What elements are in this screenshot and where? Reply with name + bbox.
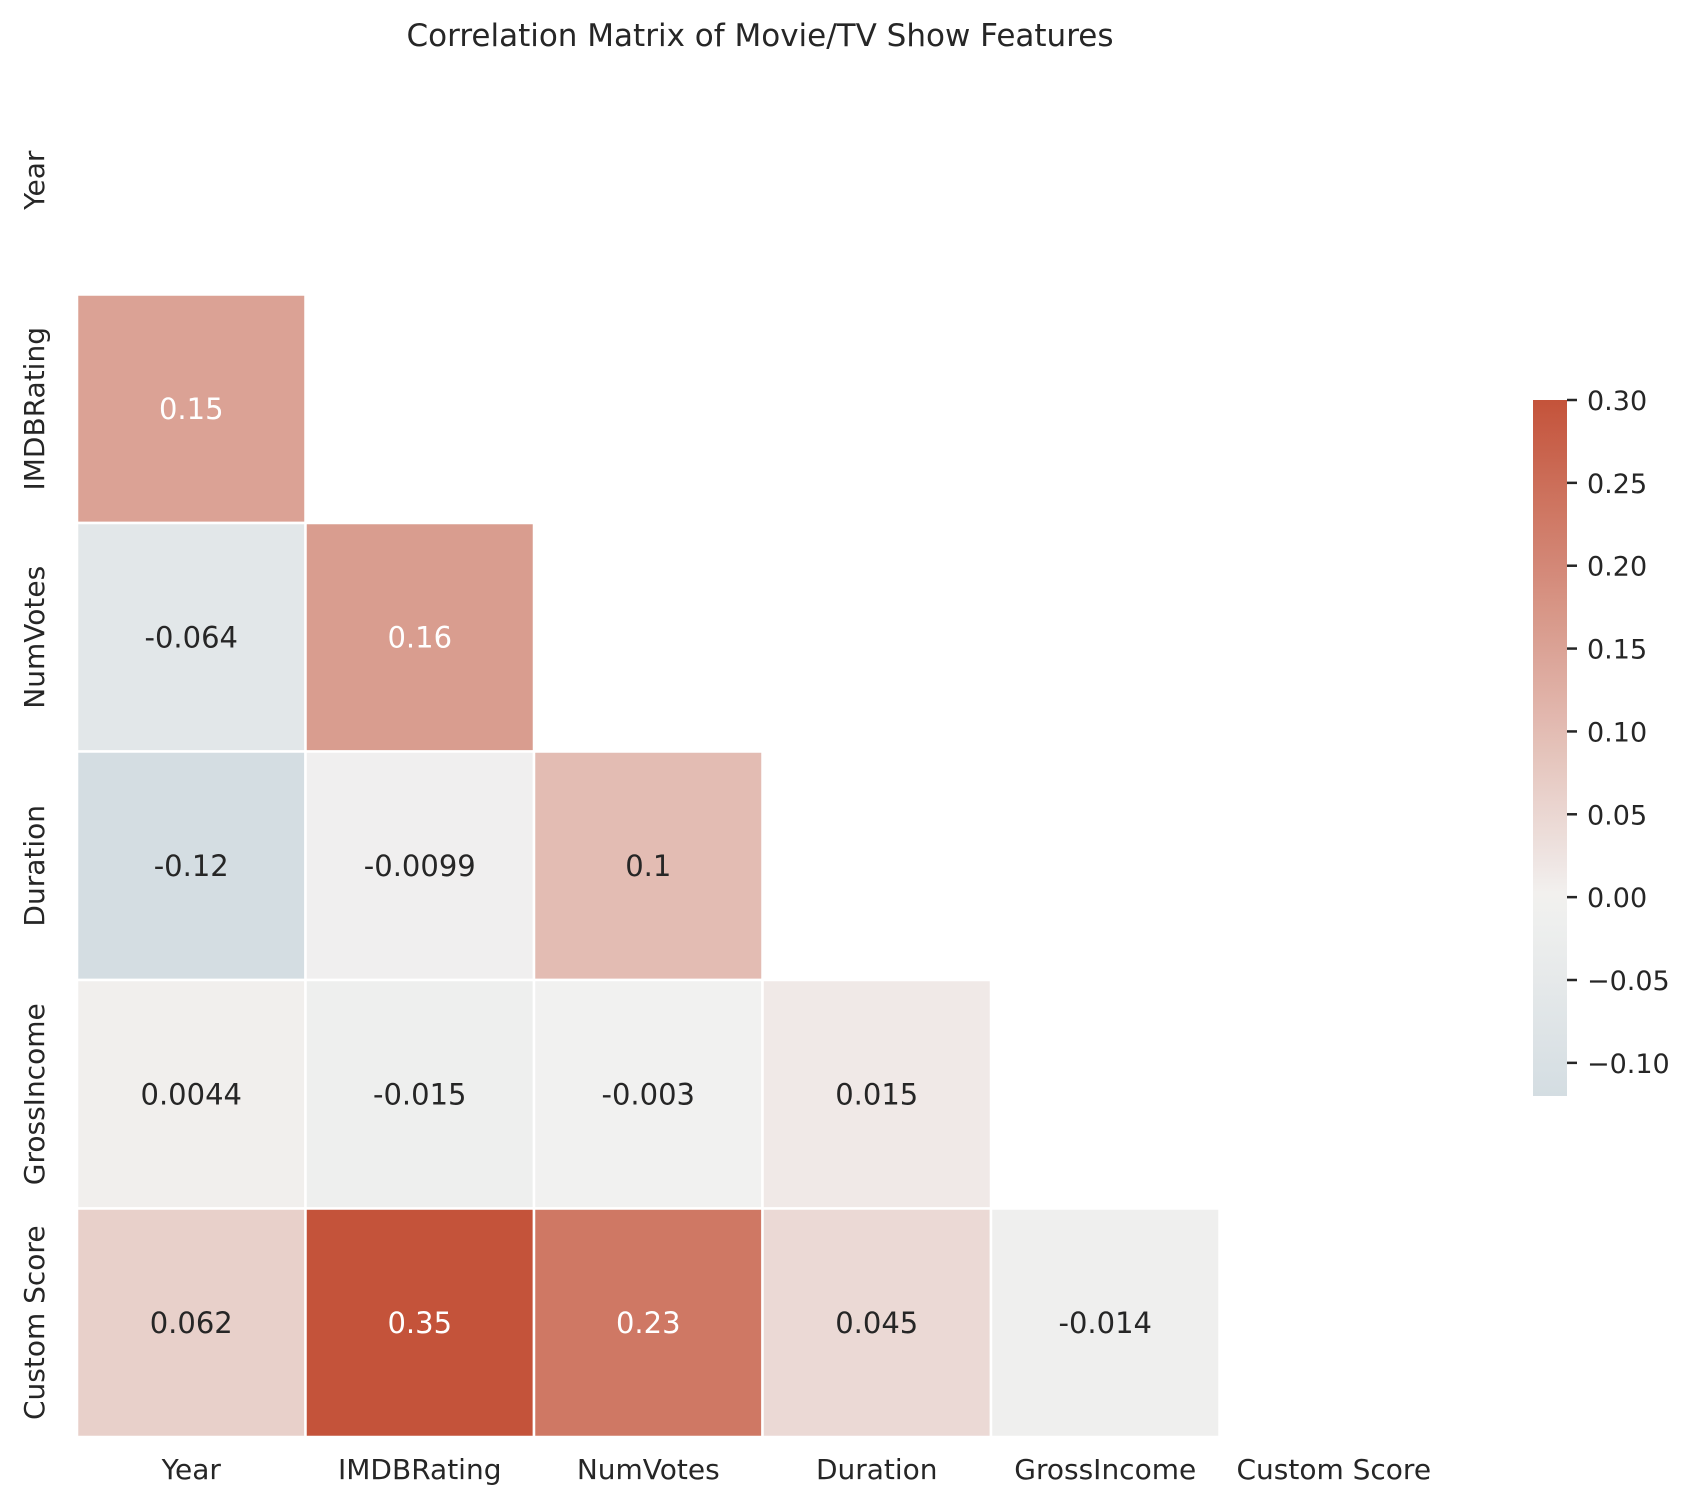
cell-annotation: 0.1 bbox=[625, 849, 671, 883]
x-tick-label: Custom Score bbox=[1236, 1453, 1431, 1486]
heatmap-cell bbox=[989, 1207, 1221, 1439]
y-tick-label: GrossIncome bbox=[18, 1003, 51, 1185]
cell-annotation: -0.014 bbox=[1059, 1306, 1153, 1340]
cell-annotations: 0.15 -0.064 0.16 -0.12 -0.0099 0.1 0.0044 -0.01… bbox=[141, 392, 1152, 1340]
colorbar-tick-label: −0.10 bbox=[1587, 1049, 1670, 1080]
cell-annotation: -0.0099 bbox=[364, 849, 476, 883]
x-tick-label: Duration bbox=[816, 1453, 938, 1486]
cell-annotation: 0.35 bbox=[387, 1306, 452, 1340]
colorbar-tick-label: 0.30 bbox=[1587, 386, 1647, 417]
x-tick-label: IMDBRating bbox=[338, 1453, 501, 1486]
heatmap-cell bbox=[75, 521, 307, 753]
x-tick-label: NumVotes bbox=[577, 1453, 720, 1486]
y-tick-label: NumVotes bbox=[18, 566, 51, 709]
y-tick-label: Custom Score bbox=[18, 1225, 51, 1420]
heatmap-cell bbox=[75, 293, 307, 525]
cell-annotation: 0.015 bbox=[835, 1077, 918, 1111]
y-tick-label: Duration bbox=[18, 805, 51, 927]
y-tick-label: Year bbox=[18, 150, 51, 211]
x-tick-labels: Year IMDBRating NumVotes Duration GrossIncom… bbox=[161, 1453, 1431, 1486]
cell-annotation: 0.16 bbox=[387, 620, 452, 654]
heatmap-cell bbox=[532, 750, 764, 982]
heatmap-cell bbox=[75, 750, 307, 982]
cell-annotation: 0.062 bbox=[150, 1306, 233, 1340]
heatmap-cell bbox=[304, 978, 536, 1210]
chart-title: Correlation Matrix of Movie/TV Show Feat… bbox=[407, 18, 1114, 54]
heatmap-cell bbox=[761, 1207, 993, 1439]
heatmap-cell bbox=[304, 1207, 536, 1439]
cell-annotation: -0.12 bbox=[154, 849, 229, 883]
cell-annotation: 0.23 bbox=[616, 1306, 681, 1340]
heatmap-cell bbox=[761, 978, 993, 1210]
cell-annotation: -0.003 bbox=[602, 1077, 696, 1111]
x-tick-label: Year bbox=[161, 1453, 222, 1486]
colorbar-tick-label: −0.05 bbox=[1587, 966, 1670, 997]
colorbar-tick-label: 0.20 bbox=[1587, 552, 1647, 583]
colorbar-tick-label: 0.05 bbox=[1587, 800, 1647, 831]
cell-annotation: 0.15 bbox=[159, 392, 224, 426]
cell-annotation: 0.0044 bbox=[141, 1077, 242, 1111]
colorbar-tick-label: 0.10 bbox=[1587, 717, 1647, 748]
heatmap-cell bbox=[532, 1207, 764, 1439]
colorbar: 0.30 0.25 0.20 0.15 0.10 0.05 0.00 −0.05 −0.10 bbox=[1533, 386, 1670, 1096]
heatmap-cells bbox=[75, 293, 1221, 1439]
y-tick-label: IMDBRating bbox=[18, 327, 51, 490]
x-tick-label: GrossIncome bbox=[1014, 1453, 1196, 1486]
colorbar-tick-label: 0.00 bbox=[1587, 883, 1647, 914]
heatmap-cell bbox=[304, 521, 536, 753]
cell-annotation: -0.015 bbox=[373, 1077, 467, 1111]
colorbar-tick-label: 0.15 bbox=[1587, 635, 1647, 666]
colorbar-tick-label: 0.25 bbox=[1587, 469, 1647, 500]
colorbar-gradient bbox=[1533, 400, 1567, 1096]
y-tick-labels: Year IMDBRating NumVotes Duration GrossIncom… bbox=[18, 150, 51, 1420]
cell-annotation: 0.045 bbox=[835, 1306, 918, 1340]
cell-annotation: -0.064 bbox=[145, 620, 239, 654]
heatmap-cell bbox=[304, 750, 536, 982]
